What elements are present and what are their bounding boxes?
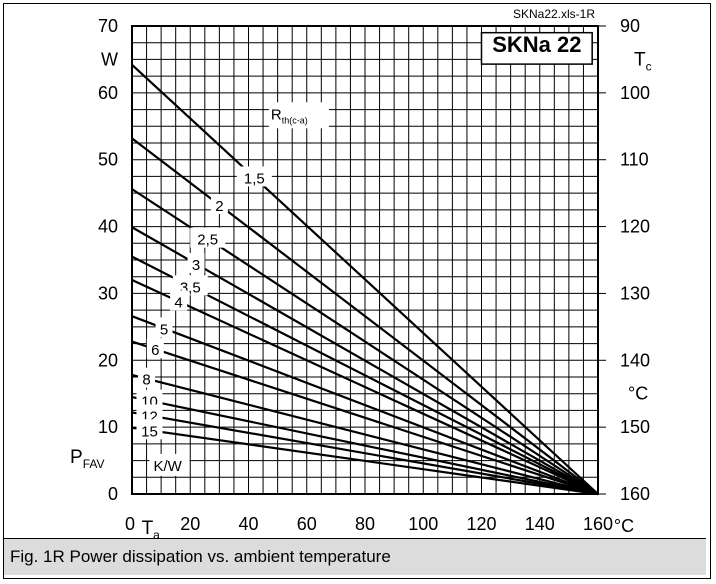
series-line-10 <box>131 395 599 496</box>
curve-label: 5 <box>160 321 168 338</box>
kw-unit-label: K/W <box>153 458 182 475</box>
series-line-3_5 <box>131 255 599 495</box>
x-axis-tick-label: 0 <box>125 514 135 534</box>
series-line-15 <box>131 426 599 496</box>
series-line-4 <box>131 279 599 495</box>
left-axis-unit: W <box>101 49 118 69</box>
left-axis-tick-label: 30 <box>98 283 118 303</box>
left-axis-tick-label: 0 <box>108 484 118 504</box>
x-axis-tick-label: 40 <box>238 514 258 534</box>
curve-label-bg <box>236 166 272 187</box>
curve-label-bg <box>146 338 164 359</box>
curve-label-bg <box>155 317 173 338</box>
right-axis-tick-label: 140 <box>620 350 650 370</box>
right-axis-unit: °C <box>628 384 648 404</box>
curve-label: 2,5 <box>197 232 218 249</box>
curve-label: 1,5 <box>244 170 265 187</box>
series-line-6 <box>131 340 599 496</box>
rth-label: Rth(c-a) <box>271 106 308 125</box>
curve-label-bg <box>190 227 226 248</box>
x-axis-unit: °C <box>614 516 634 536</box>
right-axis-tick-label: 120 <box>620 217 650 237</box>
x-axis-tick-label: 120 <box>466 514 496 534</box>
x-axis-tick-label: 100 <box>408 514 438 534</box>
curve-label-bg <box>210 194 228 215</box>
series-line-8 <box>131 373 599 496</box>
series-line-3 <box>131 226 599 495</box>
left-axis-tick-label: 50 <box>98 150 118 170</box>
x-axis-tick-label: 140 <box>525 514 555 534</box>
left-axis-tick-label: 70 <box>98 16 118 36</box>
curve-label: 4 <box>174 294 182 311</box>
x-axis-tick-label: 20 <box>180 514 200 534</box>
left-axis-tick-label: 60 <box>98 83 118 103</box>
rth-label-bg <box>268 102 329 129</box>
curve-label: 6 <box>151 342 159 359</box>
source-file-label: SKNa22.xls-1R <box>513 7 595 21</box>
curve-label-bg <box>138 367 156 388</box>
curve-label: 2 <box>215 198 223 215</box>
right-axis-label: Tc <box>634 49 652 73</box>
series-line-1_5 <box>131 63 599 495</box>
device-label-box <box>480 31 593 65</box>
x-axis-label: Ta <box>142 518 161 538</box>
right-axis-tick-label: 130 <box>620 283 650 303</box>
curve-label-bg <box>170 290 188 311</box>
curve-label-bg <box>172 275 208 296</box>
curve-label-bg <box>136 419 163 440</box>
curve-label: 8 <box>142 372 150 389</box>
right-axis-tick-label: 90 <box>620 16 640 36</box>
plot-border <box>131 25 599 495</box>
series-line-2 <box>131 137 599 495</box>
left-axis-tick-label: 10 <box>98 417 118 437</box>
left-axis-tick-label: 40 <box>98 217 118 237</box>
right-axis-tick-label: 160 <box>620 484 650 504</box>
device-label: SKNa 22 <box>492 32 581 57</box>
kw-label-bg <box>149 453 190 476</box>
right-axis-tick-label: 150 <box>620 417 650 437</box>
left-axis-label: PFAV <box>70 447 104 471</box>
curve-label: 3 <box>192 257 200 274</box>
left-axis-tick-label: 20 <box>98 350 118 370</box>
series-line-5 <box>131 315 599 496</box>
right-axis-tick-label: 100 <box>620 83 650 103</box>
x-axis-tick-label: 160 <box>583 514 613 534</box>
series-line-12 <box>131 411 599 496</box>
curve-label-bg <box>187 252 205 273</box>
x-axis-tick-label: 80 <box>355 514 375 534</box>
x-axis-tick-label: 60 <box>297 514 317 534</box>
curve-label: 15 <box>141 423 158 440</box>
figure-frame <box>3 3 711 579</box>
figure-caption: Fig. 1R Power dissipation vs. ambient te… <box>4 538 706 575</box>
right-axis-tick-label: 110 <box>620 150 649 170</box>
